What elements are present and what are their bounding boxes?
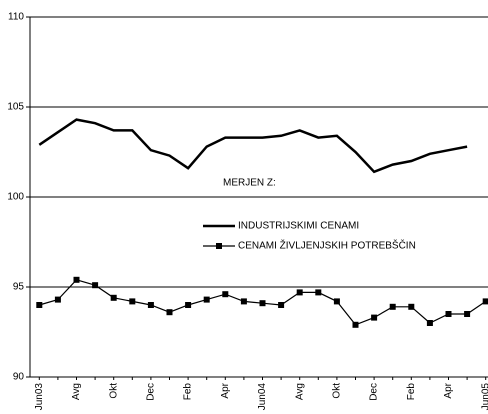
x-tick-label: Avg [71,383,82,400]
point-marker [110,294,117,301]
series-line [38,118,468,174]
point-marker [278,302,285,308]
point-marker [445,311,452,317]
x-tick-label: Jun05 [480,383,488,411]
point-marker [408,303,415,310]
x-tick-label: Okt [108,383,119,399]
point-marker [129,298,136,305]
legend-label: CENAMI ŽIVLJENJSKIH POTREBŠČIN [238,239,416,252]
point-marker [185,302,192,308]
x-tick-label: Jun03 [34,383,45,411]
point-marker [352,321,359,328]
y-tick-label: 95 [13,282,25,293]
point-marker [371,314,378,321]
legend-label: INDUSTRIJSKIMI CENAMI [238,221,359,232]
point-marker [464,311,471,317]
point-marker [333,298,340,305]
point-marker [482,298,488,305]
x-tick-label: Dec [146,383,157,401]
legend-marker [216,243,222,249]
point-marker [36,302,43,308]
x-tick-label: Dec [369,383,380,401]
point-marker [147,302,154,308]
x-tick-label: Apr [220,382,231,398]
x-tick-label: Avg [294,383,305,400]
x-tick-label: Okt [332,383,343,399]
y-tick-label: 110 [8,12,24,23]
point-marker [426,320,433,326]
point-marker [389,303,396,310]
point-marker [222,291,229,298]
legend-title: MERJEN Z: [223,178,276,189]
y-tick-label: 90 [13,372,25,383]
point-marker [259,300,266,307]
point-marker [166,309,173,316]
y-tick-label: 105 [7,102,24,113]
point-marker [54,296,61,303]
x-tick-label: Feb [183,383,194,401]
point-marker [92,282,99,289]
y-tick-label: 100 [7,192,24,203]
x-tick-label: Apr [443,382,454,398]
x-tick-label: Feb [406,383,417,401]
x-tick-label: Jun04 [257,383,268,411]
point-marker [296,289,303,296]
point-marker [73,276,80,283]
point-marker [315,289,322,296]
point-marker [240,298,247,305]
point-marker [203,296,210,303]
